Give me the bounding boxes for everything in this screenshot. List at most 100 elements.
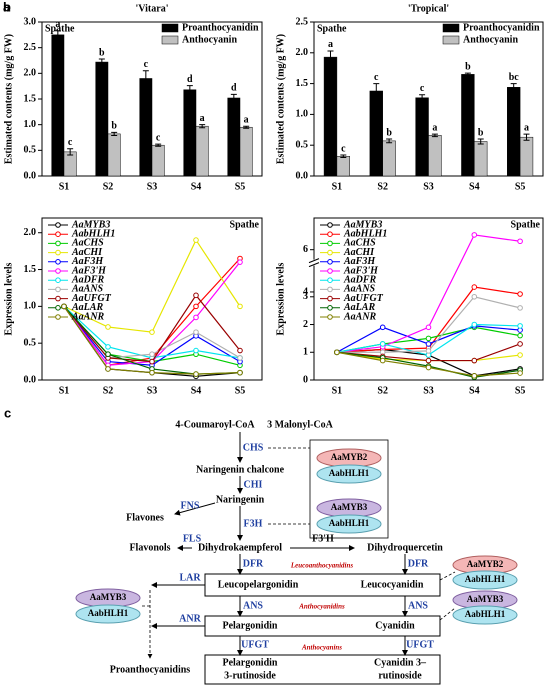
box <box>204 654 441 685</box>
point <box>61 303 67 310</box>
point <box>105 344 111 350</box>
legend-label: AabHLH1 <box>343 228 387 239</box>
legend-label: AaANS <box>71 284 104 295</box>
point <box>517 332 523 339</box>
legend-marker <box>327 231 333 237</box>
compound: 3-rutinoside <box>224 670 276 681</box>
error-bar <box>111 131 118 136</box>
legend-swatch <box>442 23 460 33</box>
significance-letter: c <box>374 72 379 83</box>
regulator-oval <box>452 570 518 590</box>
y-tick-label: 1 <box>303 347 308 358</box>
y-tick-label: 1.0 <box>24 301 37 312</box>
compound: Flavones <box>126 512 164 523</box>
point <box>425 335 432 342</box>
y-tick-label: 0.0 <box>24 374 37 385</box>
link <box>439 571 456 581</box>
y-tick-label: 1.5 <box>24 264 37 275</box>
compound: Proanthocyanidins <box>110 664 190 675</box>
legend-label: AaDFR <box>71 274 105 285</box>
legend-marker <box>55 249 61 256</box>
legend-marker <box>55 286 61 293</box>
legend-marker <box>327 305 333 311</box>
point <box>149 351 155 358</box>
x-tick-label: S3 <box>147 181 158 192</box>
point <box>105 366 111 372</box>
enzyme: ANS <box>243 600 263 611</box>
chart-title: 'Tropical' <box>408 3 450 14</box>
compound: Pelargonidin <box>222 620 277 631</box>
legend-label: AaLAR <box>71 302 103 313</box>
point <box>517 370 523 376</box>
compound: Leucocyanidin <box>361 579 424 590</box>
point <box>193 237 199 243</box>
error-bar <box>199 124 206 129</box>
annotation: Spathe <box>230 219 260 230</box>
y-axis-label: Estimated contents (mg/g FW) <box>3 34 14 164</box>
error-bar <box>243 125 250 129</box>
enzyme: ANS <box>408 600 428 611</box>
legend-marker <box>327 249 333 256</box>
y-tick-label: 2.0 <box>24 227 37 238</box>
bar <box>461 74 475 177</box>
point <box>425 364 432 371</box>
legend-marker <box>55 231 61 237</box>
legend-marker <box>327 240 333 247</box>
legend-label: Anthocyanin <box>182 34 237 45</box>
compound: Naringenin <box>216 494 265 505</box>
compound: Naringenin chalcone <box>196 464 285 475</box>
y-tick-label: 3 <box>303 291 308 302</box>
enzyme: LAR <box>179 572 201 583</box>
error-bar <box>186 85 193 95</box>
significance-letter: d <box>231 83 237 94</box>
significance-letter: d <box>187 74 193 85</box>
significance-letter: c <box>144 59 149 70</box>
legend-label: AaCHI <box>343 247 375 258</box>
y-axis-label: Expression levels <box>3 262 14 335</box>
bar <box>507 87 521 177</box>
y-tick-label: 1.0 <box>24 119 37 130</box>
significance-letter: c <box>420 83 425 94</box>
point <box>517 238 523 245</box>
plot-frame <box>313 217 544 381</box>
significance-letter: b <box>465 61 471 72</box>
point <box>425 357 432 364</box>
error-bar <box>510 83 517 92</box>
legend-label: AaCHS <box>343 238 376 249</box>
legend-label: AaF3'H <box>343 265 379 276</box>
panel-label: b <box>3 0 11 14</box>
axis-break <box>308 262 320 268</box>
legend-label: AabHLH1 <box>71 228 115 239</box>
significance-letter: c <box>156 132 161 143</box>
legend-marker <box>327 268 333 274</box>
legend-label: Proanthocyanidin <box>182 22 259 33</box>
x-tick-label: S4 <box>191 385 202 396</box>
regulator: AaMYB2 <box>331 452 368 462</box>
legend-marker <box>55 295 61 302</box>
bar <box>227 97 241 177</box>
error-bar <box>431 133 438 138</box>
enzyme: FNS <box>181 500 200 511</box>
y-tick-label: 0.5 <box>24 337 37 348</box>
substrate: 3 Malonyl-CoA <box>267 419 334 430</box>
legend-marker <box>55 305 61 311</box>
y-tick-label: 2.5 <box>24 42 37 53</box>
point <box>193 314 199 321</box>
legend-label: AaUFGT <box>343 293 384 304</box>
point <box>149 369 155 376</box>
x-tick-label: S5 <box>235 181 246 192</box>
point <box>425 341 432 347</box>
y-tick-label: 4 <box>303 286 308 297</box>
point <box>471 232 478 238</box>
point <box>517 291 523 297</box>
y-tick-label: 2.0 <box>296 47 309 58</box>
significance-letter: c <box>68 137 73 148</box>
y-tick-label: 2 <box>303 319 308 330</box>
legend-label: AaF3'H <box>71 265 107 276</box>
point <box>193 329 199 335</box>
enzyme: CHS <box>243 442 264 453</box>
bar <box>107 133 121 177</box>
bar <box>415 97 429 177</box>
compound: Leucopelargonidin <box>218 579 299 590</box>
point <box>237 303 243 310</box>
